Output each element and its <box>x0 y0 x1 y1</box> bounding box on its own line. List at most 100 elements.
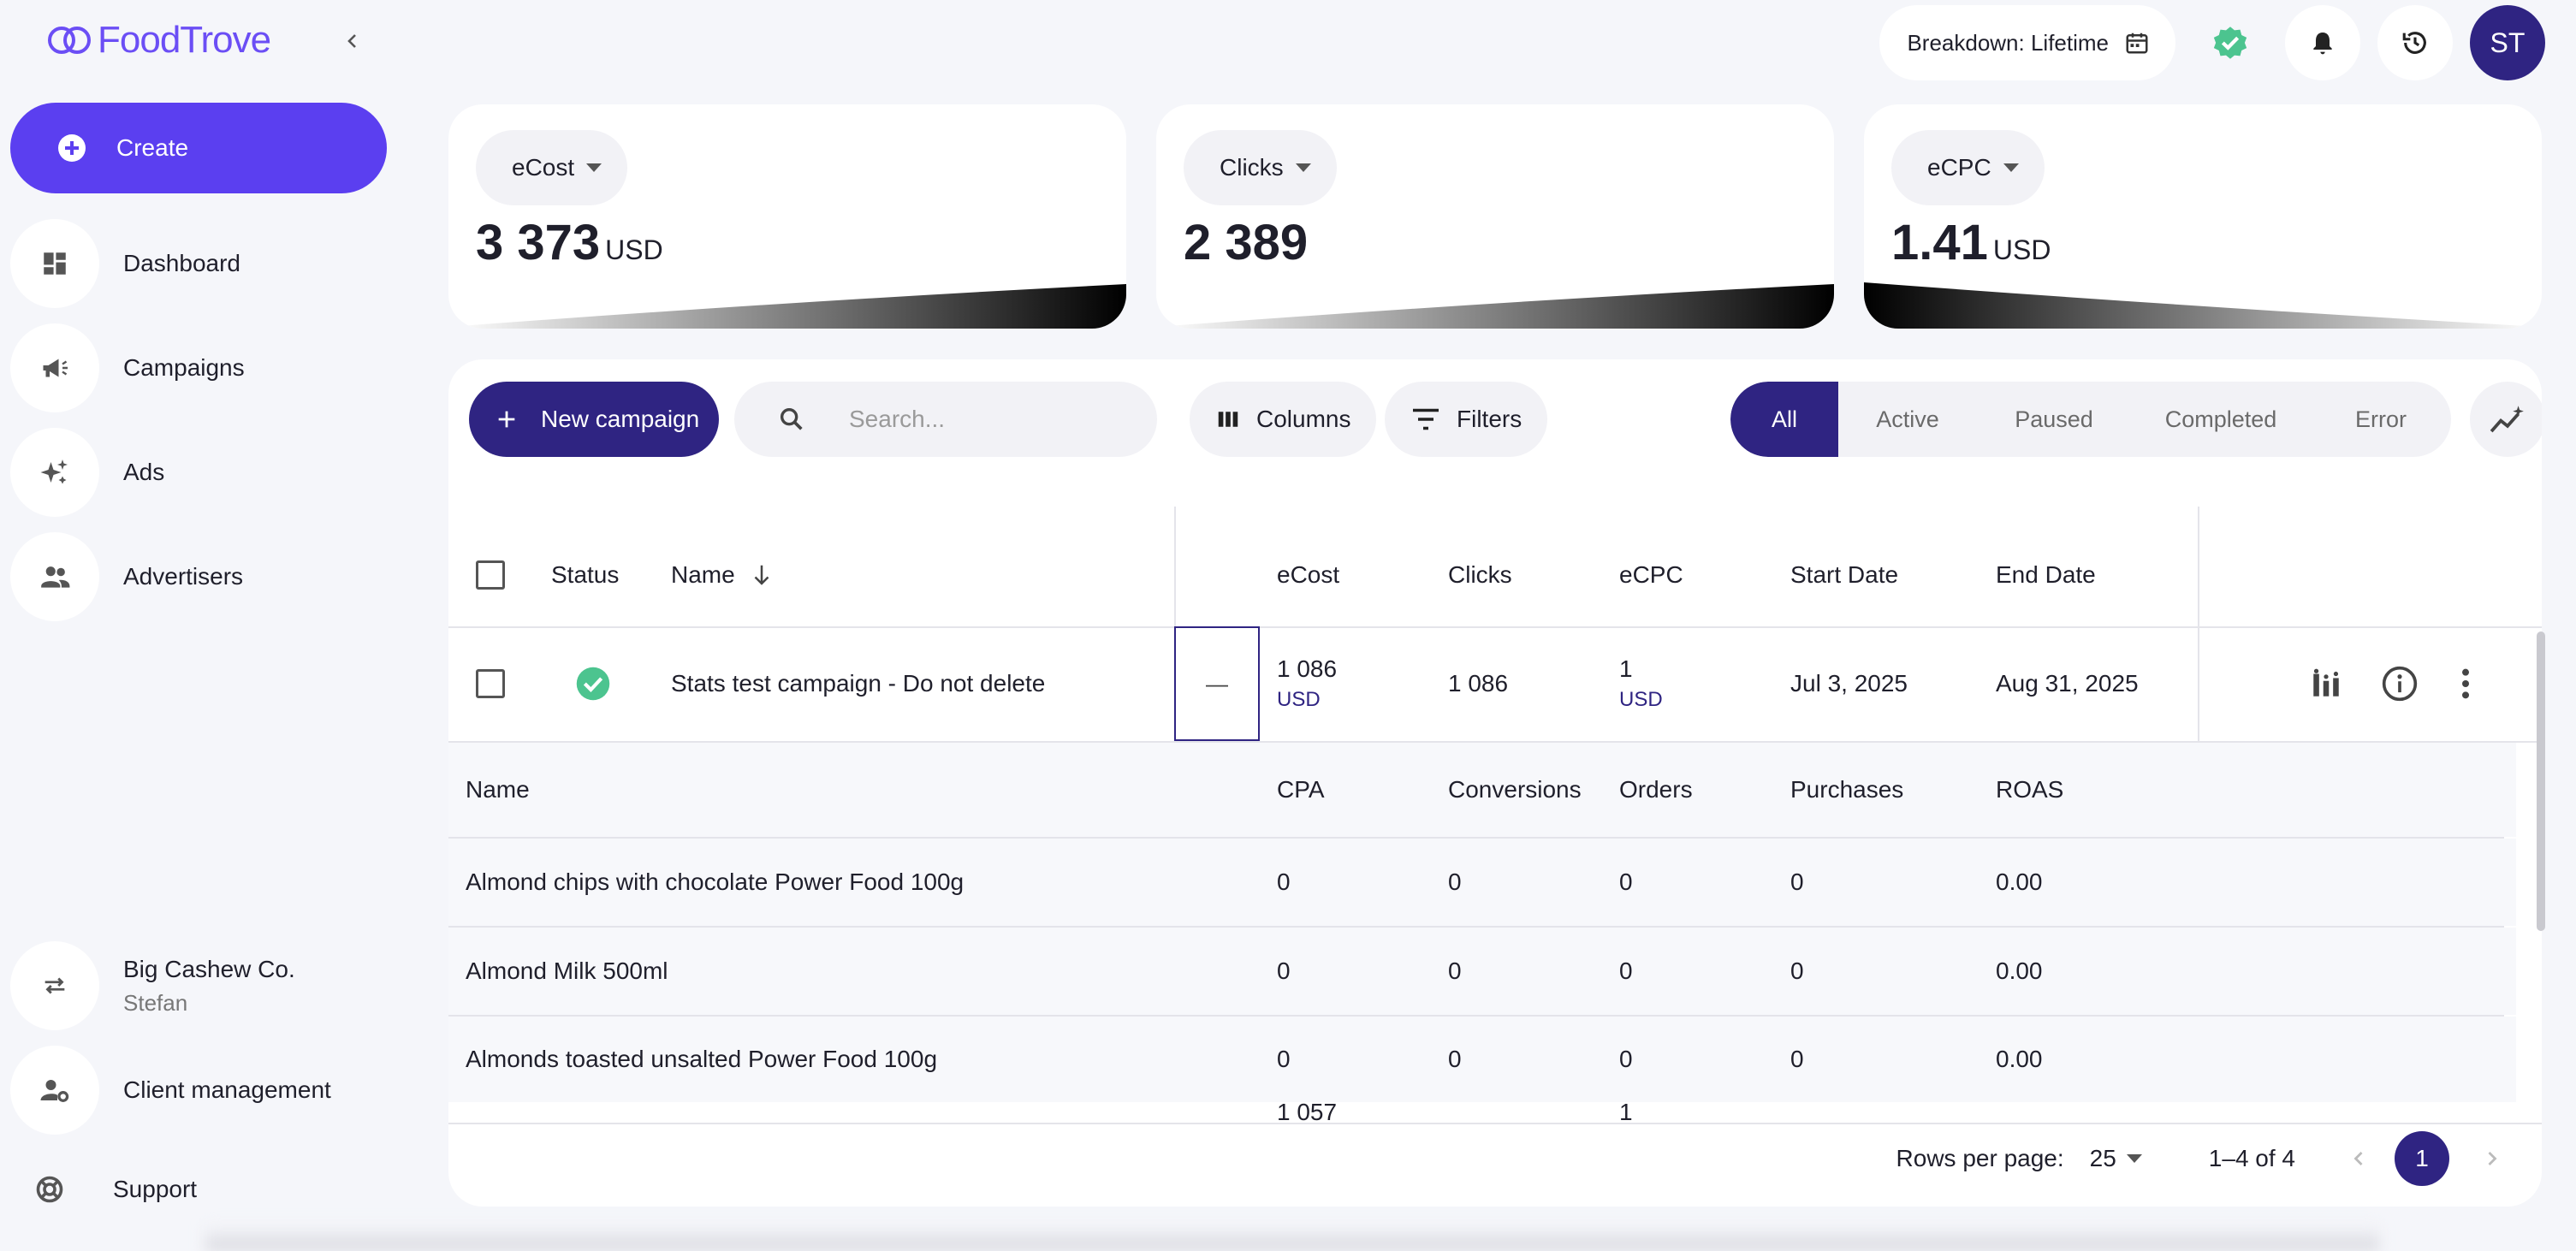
product-name: Almond chips with chocolate Power Food 1… <box>466 869 965 895</box>
product-purchases: 0 <box>1790 1046 1804 1072</box>
sidebar-item-client-management[interactable]: Client management <box>10 1046 387 1135</box>
product-roas: 0.00 <box>1996 1046 2043 1072</box>
sub-table-row: Almond chips with chocolate Power Food 1… <box>448 839 2516 926</box>
product-cpa: 0 <box>1277 869 1291 895</box>
client-name: Big Cashew Co. <box>123 955 295 982</box>
tab-active[interactable]: Active <box>1876 406 1939 432</box>
sidebar-item-campaigns[interactable]: Campaigns <box>10 323 387 412</box>
kpi-sparkline <box>1864 282 2542 329</box>
next-page-icon[interactable] <box>2480 1147 2504 1171</box>
tab-all[interactable]: All <box>1730 382 1838 457</box>
tab-paused[interactable]: Paused <box>2015 406 2093 432</box>
topbar: Breakdown: Lifetime ST <box>1879 5 2545 80</box>
verified-status-button[interactable] <box>2193 5 2268 80</box>
header-ecost[interactable]: eCost <box>1277 561 1340 588</box>
kpi-metric-selector[interactable]: eCost <box>476 130 628 205</box>
search-box[interactable] <box>734 382 1157 457</box>
pagination: Rows per page: 25 1–4 of 4 1 <box>1896 1131 2504 1186</box>
campaigns-table-card: New campaign Columns Filters All Active … <box>448 359 2542 1207</box>
people-icon <box>10 532 99 621</box>
collapse-row-button[interactable]: — <box>1174 626 1260 741</box>
sidebar-item-label: Client management <box>123 1076 331 1103</box>
sidebar-item-label: Advertisers <box>123 563 244 590</box>
stats-bars-icon <box>2313 668 2339 697</box>
sub-table-header-row: Name CPA Conversions Orders Purchases RO… <box>448 743 2516 837</box>
search-input[interactable] <box>849 406 1106 433</box>
header-name-label: Name <box>671 561 735 588</box>
product-orders: 0 <box>1619 1046 1633 1072</box>
campaign-name[interactable]: Stats test campaign - Do not delete <box>671 670 1046 697</box>
table-row[interactable]: Stats test campaign - Do not delete 1 08… <box>448 626 2542 741</box>
sub-header-roas: ROAS <box>1996 776 2064 803</box>
select-all-checkbox[interactable] <box>476 560 505 590</box>
info-button[interactable] <box>2381 626 2419 741</box>
history-button[interactable] <box>2377 5 2453 80</box>
kpi-metric-label: eCPC <box>1927 154 1991 181</box>
header-clicks[interactable]: Clicks <box>1448 561 1512 588</box>
sparkle-icon <box>10 428 99 517</box>
user-avatar[interactable]: ST <box>2470 5 2545 80</box>
columns-label: Columns <box>1256 406 1351 432</box>
caret-down-icon <box>2003 163 2019 172</box>
header-status[interactable]: Status <box>551 561 620 588</box>
sidebar-item-advertisers[interactable]: Advertisers <box>10 532 387 621</box>
table-scrollbar[interactable] <box>2537 631 2545 931</box>
sub-table-row: Almonds toasted unsalted Power Food 100g… <box>448 1017 2516 1102</box>
columns-button[interactable]: Columns <box>1190 382 1377 457</box>
prev-page-icon[interactable] <box>2347 1147 2371 1171</box>
create-button[interactable]: Create <box>10 103 387 193</box>
tab-completed[interactable]: Completed <box>2164 406 2277 432</box>
product-name: Almonds toasted unsalted Power Food 100g <box>466 1046 938 1072</box>
page-number-button[interactable]: 1 <box>2395 1131 2449 1186</box>
notifications-button[interactable] <box>2285 5 2360 80</box>
kpi-sparkline <box>1156 284 1834 329</box>
status-active-icon <box>576 667 610 701</box>
product-cpa: 0 <box>1277 958 1291 984</box>
campaign-clicks: 1 086 <box>1448 670 1509 697</box>
campaign-end-date: Aug 31, 2025 <box>1996 670 2139 697</box>
product-conversions: 0 <box>1448 958 1462 984</box>
kpi-value: 2 389 <box>1184 215 1309 270</box>
header-end-date[interactable]: End Date <box>1996 561 2096 588</box>
new-campaign-button[interactable]: New campaign <box>469 382 719 457</box>
create-button-label: Create <box>116 134 189 161</box>
megaphone-icon <box>10 323 99 412</box>
kpi-card-ecost: eCost 3 373 USD <box>448 104 1126 329</box>
product-cpa: 0 <box>1277 1046 1291 1072</box>
bottom-shadow <box>205 1225 2379 1251</box>
collapse-sidebar-button[interactable] <box>335 24 370 58</box>
rows-per-page-select[interactable]: 25 <box>2090 1145 2142 1172</box>
sidebar-item-ads[interactable]: Ads <box>10 428 387 517</box>
new-campaign-label: New campaign <box>541 406 700 432</box>
caret-down-icon <box>1295 163 1311 172</box>
kpi-metric-selector[interactable]: eCPC <box>1891 130 2045 205</box>
app-logo[interactable]: FoodTrove <box>48 19 271 62</box>
stats-button[interactable] <box>2309 626 2343 741</box>
kpi-metric-selector[interactable]: Clicks <box>1184 130 1337 205</box>
search-icon <box>780 407 803 430</box>
row-checkbox[interactable] <box>476 669 505 698</box>
logo-text: FoodTrove <box>98 19 271 61</box>
client-user: Stefan <box>123 989 188 1016</box>
more-options-button[interactable] <box>2460 626 2472 741</box>
header-name[interactable]: Name <box>671 524 773 626</box>
client-switcher[interactable]: Big Cashew Co. Stefan <box>10 941 295 1030</box>
breakdown-label: Breakdown: Lifetime <box>1907 29 2109 56</box>
dashboard-icon <box>10 219 99 308</box>
table-row-partial[interactable]: 1 057 1 <box>448 1102 2542 1123</box>
filters-button[interactable]: Filters <box>1385 382 1548 457</box>
support-link[interactable]: Support <box>34 1174 197 1205</box>
header-ecpc[interactable]: eCPC <box>1619 561 1683 588</box>
header-start-date[interactable]: Start Date <box>1790 561 1899 588</box>
sub-header-name: Name <box>466 776 530 803</box>
rows-per-page-label: Rows per page: <box>1896 1145 2064 1171</box>
sub-table-row: Almond Milk 500ml 0 0 0 0 0.00 <box>448 928 2516 1015</box>
product-conversions: 0 <box>1448 869 1462 895</box>
caret-down-icon <box>2126 1154 2142 1163</box>
breakdown-selector[interactable]: Breakdown: Lifetime <box>1879 5 2175 80</box>
page-range: 1–4 of 4 <box>2208 1145 2295 1171</box>
kpi-value: 3 373 USD <box>476 215 663 270</box>
insights-button[interactable] <box>2470 382 2542 457</box>
sidebar-item-dashboard[interactable]: Dashboard <box>10 219 387 308</box>
tab-error[interactable]: Error <box>2355 406 2407 432</box>
